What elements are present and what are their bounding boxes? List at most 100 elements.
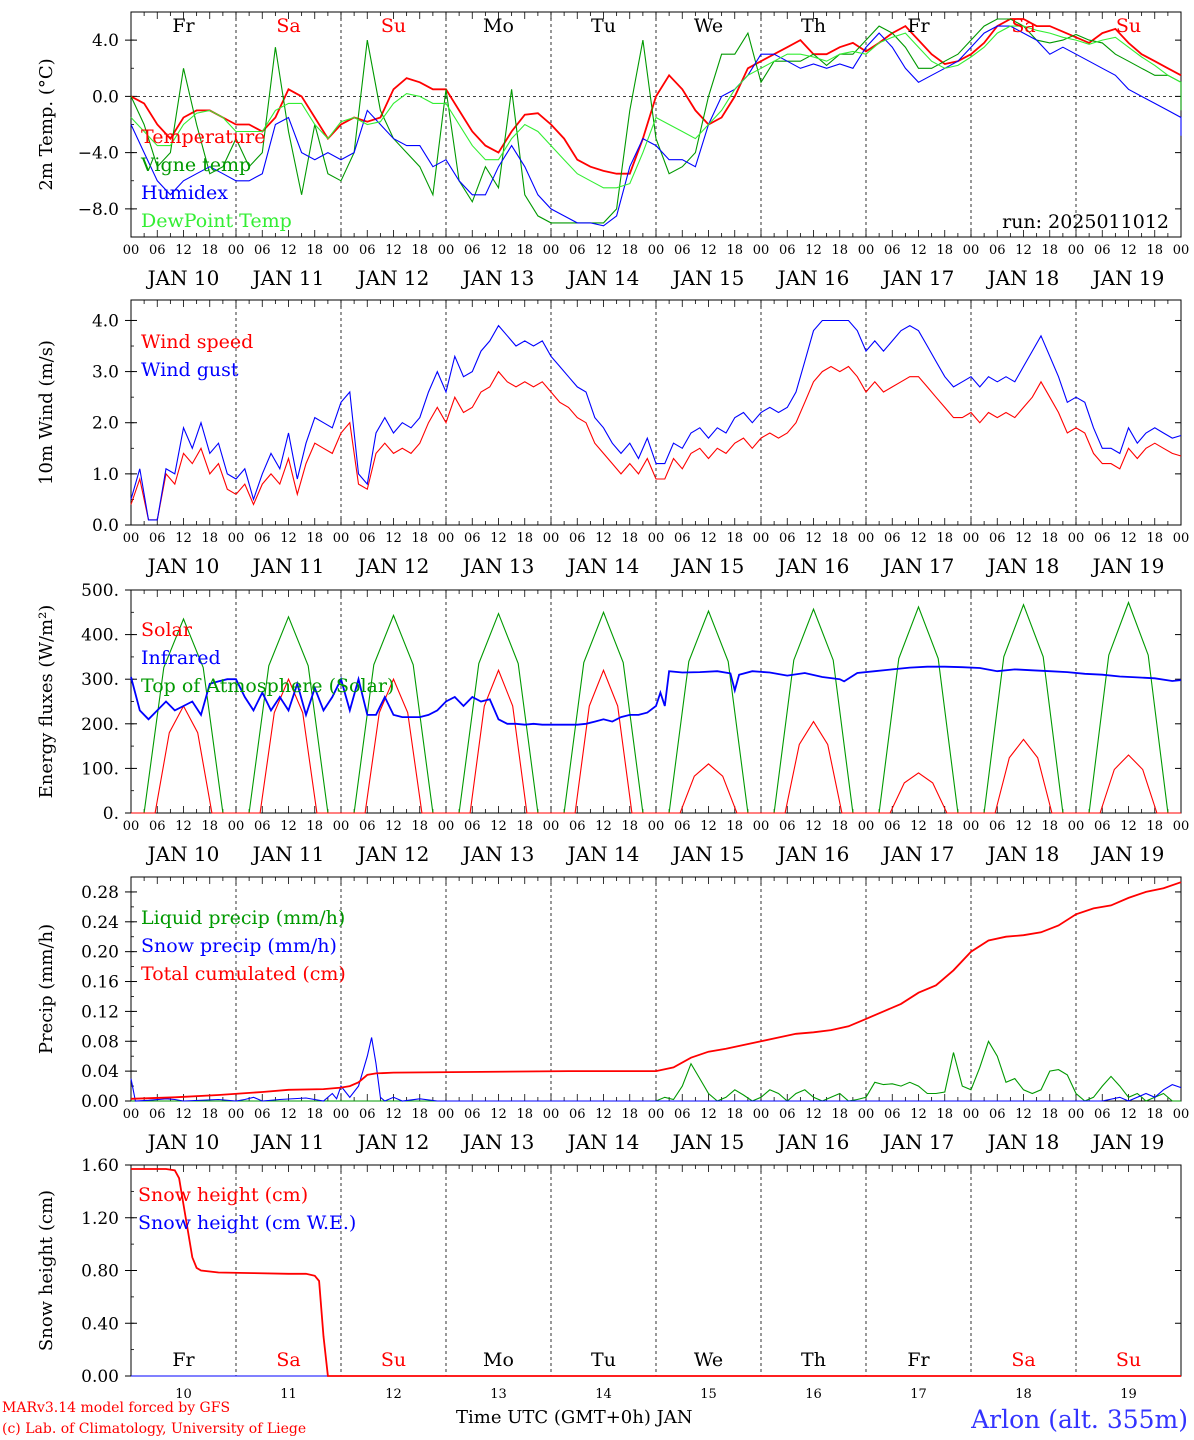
series-line-wind-speed: [130, 365, 1182, 521]
hour-tick-label: 18: [726, 819, 743, 834]
hour-tick-label: 06: [779, 243, 796, 258]
hour-tick-label: 06: [149, 1107, 166, 1122]
hour-tick-label: 00: [858, 531, 875, 546]
hour-tick-label: 18: [306, 1107, 323, 1122]
day-name: Mo: [483, 15, 514, 37]
hour-tick-label: 18: [726, 531, 743, 546]
date-label: JAN 18: [986, 1130, 1060, 1154]
lab-credit: (c) Lab. of Climatology, University of L…: [2, 1421, 306, 1437]
date-label: JAN 19: [1091, 842, 1165, 866]
hour-tick-label: 18: [516, 531, 533, 546]
series-line-dewpoint-temp: [130, 25, 1182, 189]
hour-tick-label: 12: [1015, 243, 1032, 258]
hour-tick-label: 06: [989, 243, 1006, 258]
hour-tick-label: 18: [411, 1107, 428, 1122]
hour-tick-label: 00: [438, 1107, 455, 1122]
hour-tick-label: 06: [569, 1107, 586, 1122]
date-label: JAN 18: [986, 266, 1060, 290]
hour-tick-label: 06: [1094, 819, 1111, 834]
hour-tick-label: 12: [700, 243, 717, 258]
hour-tick-label: 12: [280, 243, 297, 258]
y-tick-label: 500.: [81, 581, 119, 601]
hour-tick-label: 06: [884, 531, 901, 546]
hour-tick-label: 06: [464, 531, 481, 546]
y-tick-label: 1.60: [81, 1156, 119, 1176]
y-tick-label: 4.0: [92, 311, 119, 331]
series-line-snow-height-cm: [131, 1168, 1181, 1377]
series-line-vigne-temp: [130, 18, 1182, 224]
day-name: Sa: [276, 15, 300, 37]
y-tick-label: 0.40: [81, 1314, 119, 1334]
hour-tick-label: 12: [805, 531, 822, 546]
hour-tick-label: 00: [438, 243, 455, 258]
date-label: JAN 11: [251, 842, 325, 866]
hour-tick-label: 00: [858, 1107, 875, 1122]
day-name: Fr: [907, 1349, 930, 1371]
series-line-infrared: [130, 665, 1182, 726]
y-tick-label: 0.80: [81, 1262, 119, 1282]
date-label: JAN 14: [566, 554, 640, 578]
day-number-label: 15: [700, 1387, 717, 1402]
hour-tick-label: 00: [123, 531, 140, 546]
hour-tick-label: 12: [280, 531, 297, 546]
day-number-label: 17: [910, 1387, 927, 1402]
date-label: JAN 11: [251, 1130, 325, 1154]
hour-tick-label: 18: [201, 819, 218, 834]
y-tick-label: −8.0: [78, 200, 119, 220]
hour-tick-label: 00: [753, 531, 770, 546]
hour-tick-label: 00: [438, 531, 455, 546]
hour-tick-label: 00: [123, 1107, 140, 1122]
hour-tick-label: 06: [884, 1107, 901, 1122]
y-axis-title: Snow height (cm): [36, 1190, 57, 1351]
hour-tick-label: 18: [726, 1107, 743, 1122]
hour-tick-label: 18: [411, 243, 428, 258]
date-label: JAN 14: [566, 266, 640, 290]
y-tick-label: 2.0: [92, 414, 119, 434]
date-label: JAN 15: [671, 266, 745, 290]
day-number-label: 11: [280, 1387, 297, 1402]
y-tick-label: 1.20: [81, 1209, 119, 1229]
y-tick-label: 0.12: [81, 1002, 119, 1022]
date-label: JAN 12: [356, 842, 430, 866]
day-name: Sa: [1011, 15, 1035, 37]
hour-tick-label: 00: [963, 819, 980, 834]
date-label: JAN 17: [881, 554, 955, 578]
date-label: JAN 19: [1091, 554, 1165, 578]
hour-tick-label: 12: [175, 819, 192, 834]
hour-tick-label: 06: [779, 1107, 796, 1122]
hour-tick-label: 06: [884, 243, 901, 258]
hour-tick-label: 18: [411, 819, 428, 834]
hour-tick-label: 06: [989, 819, 1006, 834]
hour-tick-label: 00: [543, 819, 560, 834]
series-line-humidex: [130, 25, 1182, 227]
series-line-wind-gust: [130, 319, 1182, 521]
date-label: JAN 16: [776, 1130, 850, 1154]
date-label: JAN 15: [671, 554, 745, 578]
y-tick-label: 0.00: [81, 1367, 119, 1387]
hour-tick-label: 12: [595, 531, 612, 546]
y-axis-title: Energy fluxes (W/m²): [36, 605, 57, 799]
day-number-label: 14: [595, 1387, 612, 1402]
hour-tick-label: 00: [123, 819, 140, 834]
hour-tick-label: 12: [280, 819, 297, 834]
hour-tick-label: 18: [411, 531, 428, 546]
legend-entry: Liquid precip (mm/h): [141, 907, 345, 929]
legend-entry: Solar: [141, 619, 193, 641]
hour-tick-label: 00: [333, 1107, 350, 1122]
day-number-label: 13: [490, 1387, 507, 1402]
hour-tick-label: 12: [910, 531, 927, 546]
hour-tick-label: 12: [910, 243, 927, 258]
plot-frame: [130, 299, 1182, 526]
day-name: Mo: [483, 1349, 514, 1371]
day-name: Su: [381, 15, 406, 37]
day-name: Sa: [276, 1349, 300, 1371]
hour-tick-label: 18: [1041, 819, 1058, 834]
chart-panels: −8.0 −4.0 0.0 4.0 2m Temp. (°C) Temperature Vi…: [36, 11, 1190, 1402]
date-label: JAN 13: [461, 266, 535, 290]
hour-tick-label: 12: [490, 1107, 507, 1122]
hour-tick-label: 00: [1173, 819, 1190, 834]
date-label: JAN 13: [461, 554, 535, 578]
day-name: Fr: [907, 15, 930, 37]
hour-tick-label: 06: [1094, 1107, 1111, 1122]
hour-tick-label: 06: [674, 243, 691, 258]
